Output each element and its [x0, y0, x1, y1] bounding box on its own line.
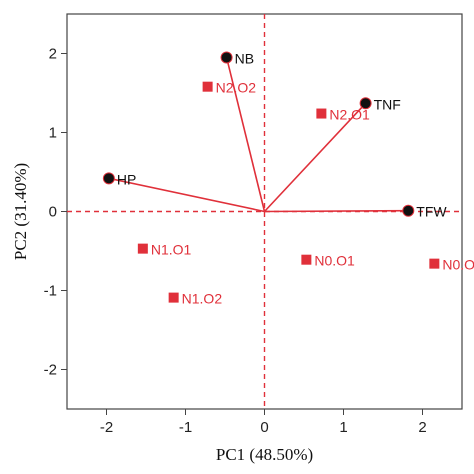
loading-vectors: NB TNF HP TFW	[102, 50, 447, 220]
y-tick-label: 1	[49, 125, 57, 142]
score-point-n2-o1	[316, 108, 327, 119]
loading-label-nb: NB	[235, 50, 254, 66]
y-tick-label: 0	[49, 204, 57, 221]
y-axis-title: PC2 (31.40%)	[11, 163, 30, 260]
loading-arrow-tnf	[263, 102, 367, 213]
y-tick-label: 2	[49, 46, 57, 63]
loading-marker-hp	[102, 172, 115, 185]
score-point-n1-o1	[137, 243, 148, 254]
y-tick-label: -2	[44, 362, 57, 379]
x-tick-label: -2	[100, 419, 113, 436]
loading-arrow-tfw	[264, 209, 409, 213]
score-label-n1-o1: N1.O1	[151, 242, 192, 258]
loading-label-tfw: TFW	[416, 204, 447, 220]
loading-arrow-nb	[225, 57, 266, 212]
score-label-n1-o2: N1.O2	[182, 291, 223, 307]
x-tick-label: 0	[260, 419, 268, 436]
score-point-n0-o2	[429, 258, 440, 269]
score-label-n0-o1: N0.O1	[314, 253, 355, 269]
score-point-n2-o2	[202, 81, 213, 92]
x-tick-label: -1	[179, 419, 192, 436]
x-tick-label: 2	[418, 419, 426, 436]
loading-marker-nb	[220, 51, 233, 64]
y-tick-label: -1	[44, 283, 57, 300]
x-tick-label: 1	[339, 419, 347, 436]
score-label-n2-o2: N2.O2	[216, 80, 257, 96]
score-label-n2-o1: N2.O1	[329, 107, 370, 123]
loading-marker-tnf	[359, 97, 372, 110]
loading-arrow-hp	[108, 177, 265, 213]
score-label-n0-o2: N0.O2	[442, 257, 474, 273]
reference-lines	[67, 14, 462, 409]
loading-label-tnf: TNF	[374, 96, 401, 112]
x-axis-ticks: -2 -1 0 1 2	[100, 409, 427, 436]
score-point-n0-o1	[301, 254, 312, 265]
loading-label-hp: HP	[117, 171, 136, 187]
x-axis-title: PC1 (48.50%)	[216, 445, 313, 464]
score-points: N2.O2 N2.O1 N1.O1 N1.O2 N0.O1 N0.O2	[137, 80, 474, 307]
score-point-n1-o2	[168, 292, 179, 303]
loading-marker-tfw	[402, 204, 415, 217]
y-axis-ticks: -2 -1 0 1 2	[44, 46, 67, 379]
